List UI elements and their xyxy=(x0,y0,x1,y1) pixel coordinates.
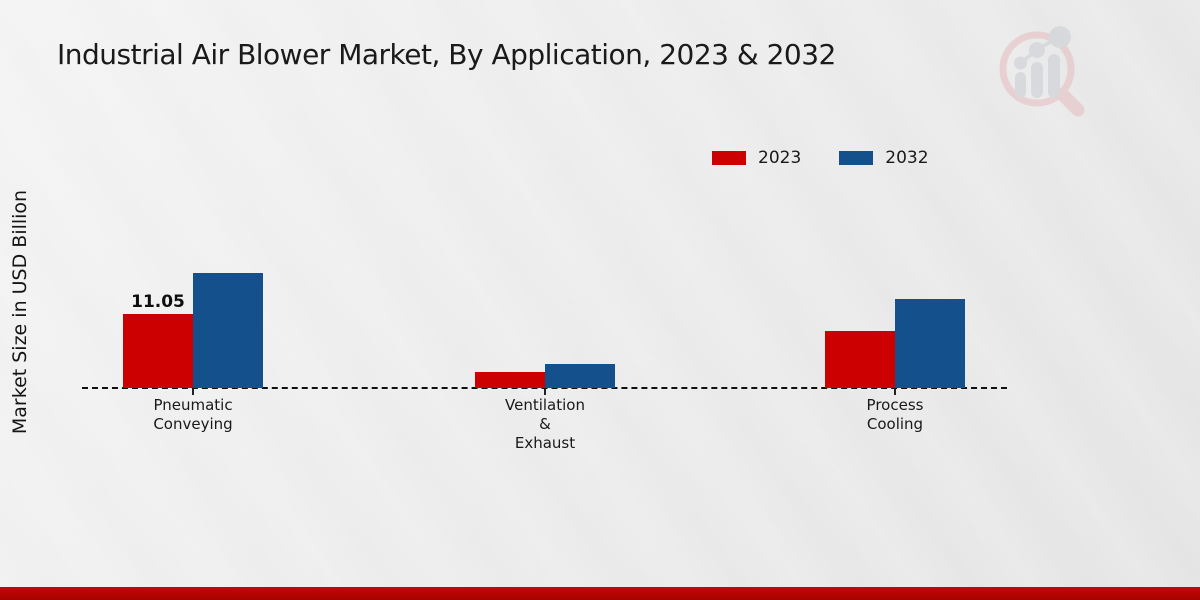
footer-accent-bar xyxy=(0,587,1200,600)
bar-2032-process-cooling xyxy=(895,299,965,388)
magnifier-bar-chart-logo-icon xyxy=(999,26,1085,117)
legend-label-2032: 2032 xyxy=(885,148,929,168)
x-label-pneumatic-conveying: Pneumatic Conveying xyxy=(153,396,233,433)
chart-title: Industrial Air Blower Market, By Applica… xyxy=(57,38,836,71)
x-tick-ventilation-exhaust xyxy=(544,389,546,395)
x-label-ventilation-exhaust: Ventilation & Exhaust xyxy=(505,396,585,452)
bar-2032-pneumatic-conveying xyxy=(193,273,263,388)
bar-2023-ventilation-exhaust xyxy=(475,372,545,388)
data-label-2023-pneumatic-conveying: 11.05 xyxy=(131,292,185,312)
x-axis-baseline xyxy=(82,387,1007,389)
legend-swatch-2023 xyxy=(712,151,746,165)
x-tick-pneumatic-conveying xyxy=(192,389,194,395)
legend-label-2023: 2023 xyxy=(758,148,802,168)
bar-2023-pneumatic-conveying xyxy=(123,314,193,388)
legend: 2023 2032 xyxy=(712,148,929,168)
legend-item-2032: 2032 xyxy=(839,148,929,168)
legend-item-2023: 2023 xyxy=(712,148,801,168)
bar-2023-process-cooling xyxy=(825,331,895,388)
x-tick-process-cooling xyxy=(894,389,896,395)
bar-2032-ventilation-exhaust xyxy=(545,364,615,388)
legend-swatch-2032 xyxy=(839,151,874,165)
x-label-process-cooling: Process Cooling xyxy=(866,396,924,433)
